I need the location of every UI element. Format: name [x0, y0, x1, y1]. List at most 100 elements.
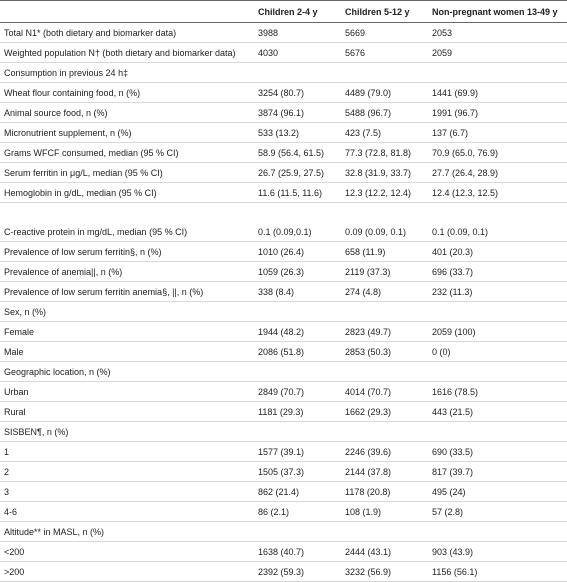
row-label: Geographic location, n (%)	[4, 366, 111, 377]
table-row: Hemoglobin in g/dL, median (95 % CI) 11.6…	[0, 183, 567, 203]
table-row: Female 1944 (48.2) 2823 (49.7) 2059 (100)	[0, 322, 567, 342]
table-row: Weighted population N† (both dietary and…	[0, 43, 567, 63]
row-label: Animal source food, n (%)	[4, 107, 108, 118]
cell	[254, 522, 341, 542]
row-label: <200	[4, 546, 25, 557]
row-label: Consumption in previous 24 h‡	[4, 67, 129, 78]
cell: 12.3 (12.2, 12.4)	[345, 187, 412, 198]
row-label: Hemoglobin in g/dL, median (95 % CI)	[4, 187, 157, 198]
table-row: Animal source food, n (%) 3874 (96.1) 5488…	[0, 103, 567, 123]
cell: 0.1 (0.09,0.1)	[258, 226, 312, 237]
cell: 4030	[258, 47, 279, 58]
header-cell	[0, 0, 254, 23]
cell: 533 (13.2)	[258, 127, 300, 138]
table-body: Total N1* (both dietary and biomarker da…	[0, 23, 567, 582]
cell: 696 (33.7)	[432, 266, 474, 277]
cell: 0.1 (0.09, 0.1)	[432, 226, 489, 237]
cell: 903 (43.9)	[432, 546, 474, 557]
cell	[341, 362, 428, 382]
cell: 108 (1.9)	[345, 506, 382, 517]
cell: 2849 (70.7)	[258, 386, 305, 397]
table-row: Total N1* (both dietary and biomarker da…	[0, 23, 567, 43]
cell: 658 (11.9)	[345, 246, 386, 257]
cell: 274 (4.8)	[345, 286, 382, 297]
cell: 11.6 (11.5, 11.6)	[258, 187, 323, 198]
cell	[428, 63, 567, 83]
table-row: Micronutrient supplement, n (%) 533 (13.2…	[0, 123, 567, 143]
row-label: Urban	[4, 386, 29, 397]
row-label: Grams WFCF consumed, median (95 % CI)	[4, 147, 179, 158]
cell: 443 (21.5)	[432, 406, 474, 417]
table-row: Urban 2849 (70.7) 4014 (70.7) 1616 (78.5)	[0, 382, 567, 402]
cell: 423 (7.5)	[345, 127, 382, 138]
table-row: Prevalence of low serum ferritin anemia§…	[0, 282, 567, 302]
cell: 1991 (96.7)	[432, 107, 479, 118]
cell	[428, 422, 567, 442]
row-label: Sex, n (%)	[4, 306, 47, 317]
cell: 4489 (79.0)	[345, 87, 392, 98]
cell: 2246 (39.6)	[345, 446, 392, 457]
cell: 12.4 (12.3, 12.5)	[432, 187, 499, 198]
cell: 1505 (37.3)	[258, 466, 305, 477]
table-row: Serum ferritin in μg/L, median (95 % CI)…	[0, 163, 567, 183]
cell: 5488 (96.7)	[345, 107, 392, 118]
cell: 77.3 (72.8, 81.8)	[345, 147, 412, 158]
table-row: 2 1505 (37.3) 2144 (37.8) 817 (39.7)	[0, 462, 567, 482]
row-label: Prevalence of anemia||, n (%)	[4, 266, 123, 277]
cell	[254, 422, 341, 442]
row-label: Prevalence of low serum ferritin anemia§…	[4, 286, 204, 297]
table-row: 1 1577 (39.1) 2246 (39.6) 690 (33.5)	[0, 442, 567, 462]
cell: 1638 (40.7)	[258, 546, 305, 557]
cell: 2144 (37.8)	[345, 466, 392, 477]
row-label: Serum ferritin in μg/L, median (95 % CI)	[4, 167, 163, 178]
row-label: Weighted population N† (both dietary and…	[4, 47, 236, 58]
cell: 3988	[258, 27, 279, 38]
cell: 58.9 (56.4, 61.5)	[258, 147, 325, 158]
row-label: Male	[4, 346, 24, 357]
cell: 1662 (29.3)	[345, 406, 392, 417]
cell	[341, 522, 428, 542]
cell: 495 (24)	[432, 486, 466, 497]
cell: 0 (0)	[432, 346, 451, 357]
row-label: Female	[4, 326, 35, 337]
cell: 1156 (56.1)	[432, 566, 478, 577]
section-row: SISBEN¶, n (%)	[0, 422, 567, 442]
table-row: Prevalence of low serum ferritin§, n (%)…	[0, 242, 567, 262]
row-label: Altitude** in MASL, n (%)	[4, 526, 105, 537]
table-row: <200 1638 (40.7) 2444 (43.1) 903 (43.9)	[0, 542, 567, 562]
cell: 0.09 (0.09, 0.1)	[345, 226, 407, 237]
cell	[254, 302, 341, 322]
table-row: >200 2392 (59.3) 3232 (56.9) 1156 (56.1)	[0, 562, 567, 582]
table-row: C-reactive protein in mg/dL, median (95 …	[0, 203, 567, 242]
section-row: Consumption in previous 24 h‡	[0, 63, 567, 83]
cell: 4014 (70.7)	[345, 386, 392, 397]
table-row: Wheat flour containing food, n (%) 3254 (…	[0, 83, 567, 103]
cell: 1181 (29.3)	[258, 406, 304, 417]
cell: 690 (33.5)	[432, 446, 474, 457]
cell	[428, 302, 567, 322]
cell: 2823 (49.7)	[345, 326, 392, 337]
cell: 27.7 (26.4, 28.9)	[432, 167, 499, 178]
table-row: Grams WFCF consumed, median (95 % CI) 58.…	[0, 143, 567, 163]
cell: 57 (2.8)	[432, 506, 464, 517]
cell: 2392 (59.3)	[258, 566, 305, 577]
cell	[428, 522, 567, 542]
row-label: Wheat flour containing food, n (%)	[4, 87, 141, 98]
row-label: 4-6	[4, 506, 18, 517]
row-label: 1	[4, 446, 10, 457]
cell: 2086 (51.8)	[258, 346, 305, 357]
cell: 1616 (78.5)	[432, 386, 479, 397]
column-header: Non-pregnant women 13-49 y	[428, 0, 567, 23]
section-row: Altitude** in MASL, n (%)	[0, 522, 567, 542]
cell: 232 (11.3)	[432, 286, 473, 297]
table-row: Rural 1181 (29.3) 1662 (29.3) 443 (21.5)	[0, 402, 567, 422]
row-label: Rural	[4, 406, 26, 417]
cell: 2853 (50.3)	[345, 346, 392, 357]
cell: 3874 (96.1)	[258, 107, 305, 118]
cell	[341, 422, 428, 442]
row-label: Prevalence of low serum ferritin§, n (%)	[4, 246, 162, 257]
row-label: 2	[4, 466, 10, 477]
row-label: C-reactive protein in mg/dL, median (95 …	[4, 226, 188, 237]
cell: 32.8 (31.9, 33.7)	[345, 167, 412, 178]
